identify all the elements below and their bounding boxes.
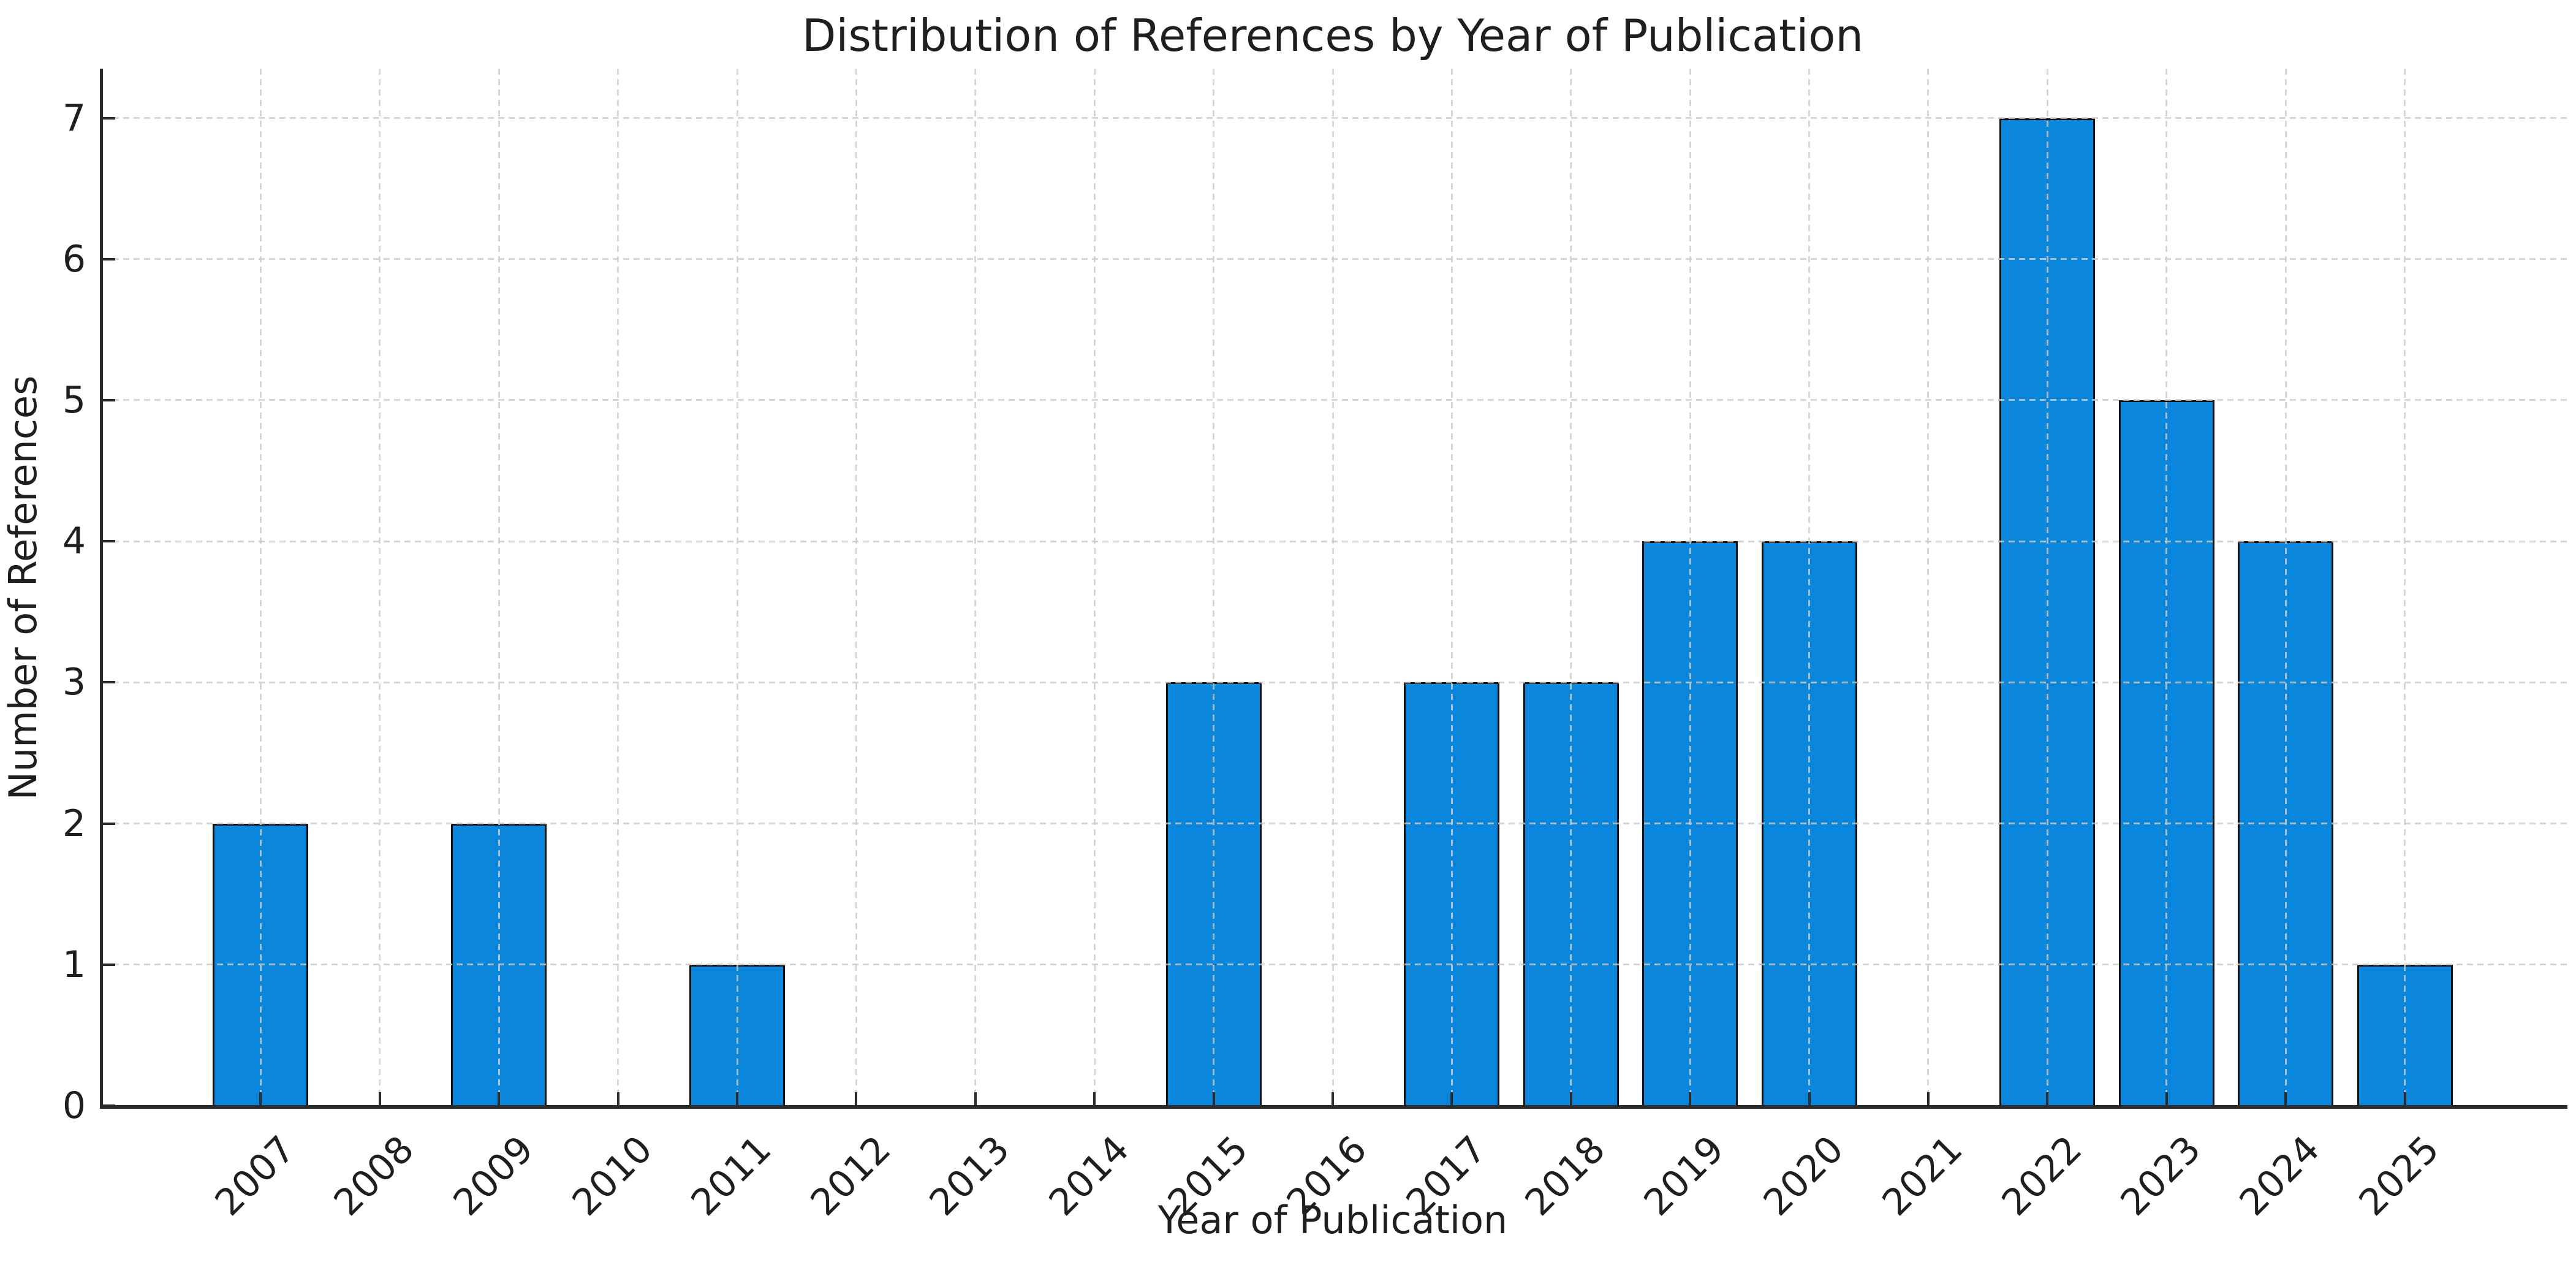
x-tick-2012	[855, 1092, 858, 1106]
v-gridline-2012	[855, 69, 857, 1106]
v-gridline-2008	[379, 69, 381, 1106]
y-axis-label: Number of References	[1, 375, 45, 800]
v-gridline-2013	[974, 69, 977, 1106]
v-gridline-2021	[1927, 69, 1930, 1106]
h-gridline-5	[102, 399, 2567, 401]
v-gridline-2018	[1570, 69, 1572, 1106]
y-tick-1	[103, 963, 115, 966]
y-tick-4	[103, 540, 115, 543]
v-gridline-2009	[498, 69, 500, 1106]
v-gridline-2017	[1450, 69, 1453, 1106]
v-gridline-2025	[2404, 69, 2406, 1106]
y-tick-label-0: 0	[62, 1084, 86, 1127]
x-tick-2021	[1926, 1092, 1930, 1106]
x-tick-2009	[498, 1092, 501, 1106]
x-tick-2013	[974, 1092, 977, 1106]
h-gridline-2	[102, 823, 2567, 825]
v-gridline-2014	[1093, 69, 1096, 1106]
x-tick-2022	[2046, 1092, 2049, 1106]
v-gridline-2007	[259, 69, 262, 1106]
x-tick-2007	[259, 1092, 262, 1106]
h-gridline-7	[102, 117, 2567, 120]
x-tick-2024	[2284, 1092, 2287, 1106]
chart-title: Distribution of References by Year of Pu…	[801, 10, 1864, 61]
x-tick-2023	[2165, 1092, 2168, 1106]
v-gridline-2023	[2165, 69, 2168, 1106]
v-gridline-2015	[1213, 69, 1215, 1106]
y-tick-label-7: 7	[62, 96, 86, 140]
left-spine	[100, 69, 103, 1108]
y-tick-label-6: 6	[62, 237, 86, 281]
y-tick-6	[103, 257, 115, 260]
v-gridline-2022	[2046, 69, 2048, 1106]
x-tick-2017	[1450, 1092, 1453, 1106]
x-tick-2019	[1689, 1092, 1692, 1106]
bottom-spine	[100, 1105, 2567, 1109]
x-tick-2015	[1212, 1092, 1215, 1106]
v-gridline-2010	[617, 69, 619, 1106]
h-gridline-1	[102, 964, 2567, 966]
y-tick-0	[103, 1104, 115, 1107]
y-tick-label-2: 2	[62, 802, 86, 845]
h-gridline-6	[102, 258, 2567, 260]
y-tick-label-4: 4	[62, 520, 86, 563]
x-axis-label: Year of Publication	[1157, 1198, 1508, 1242]
y-tick-label-1: 1	[62, 943, 86, 986]
v-gridline-2024	[2284, 69, 2287, 1106]
x-tick-2025	[2403, 1092, 2406, 1106]
h-gridline-4	[102, 540, 2567, 542]
v-gridline-2019	[1689, 69, 1691, 1106]
y-tick-7	[103, 116, 115, 120]
y-tick-2	[103, 822, 115, 825]
x-tick-2014	[1093, 1092, 1096, 1106]
x-tick-2016	[1332, 1092, 1334, 1106]
v-gridline-2011	[736, 69, 738, 1106]
v-gridline-2016	[1332, 69, 1334, 1106]
y-tick-3	[103, 681, 115, 684]
v-gridline-2020	[1808, 69, 1811, 1106]
y-tick-5	[103, 398, 115, 401]
x-tick-2008	[378, 1092, 381, 1106]
x-tick-2018	[1569, 1092, 1572, 1106]
x-tick-2010	[616, 1092, 619, 1106]
y-tick-label-3: 3	[62, 661, 86, 704]
x-tick-2020	[1808, 1092, 1811, 1106]
h-gridline-3	[102, 681, 2567, 683]
x-tick-2011	[736, 1092, 739, 1106]
y-tick-label-5: 5	[62, 378, 86, 422]
